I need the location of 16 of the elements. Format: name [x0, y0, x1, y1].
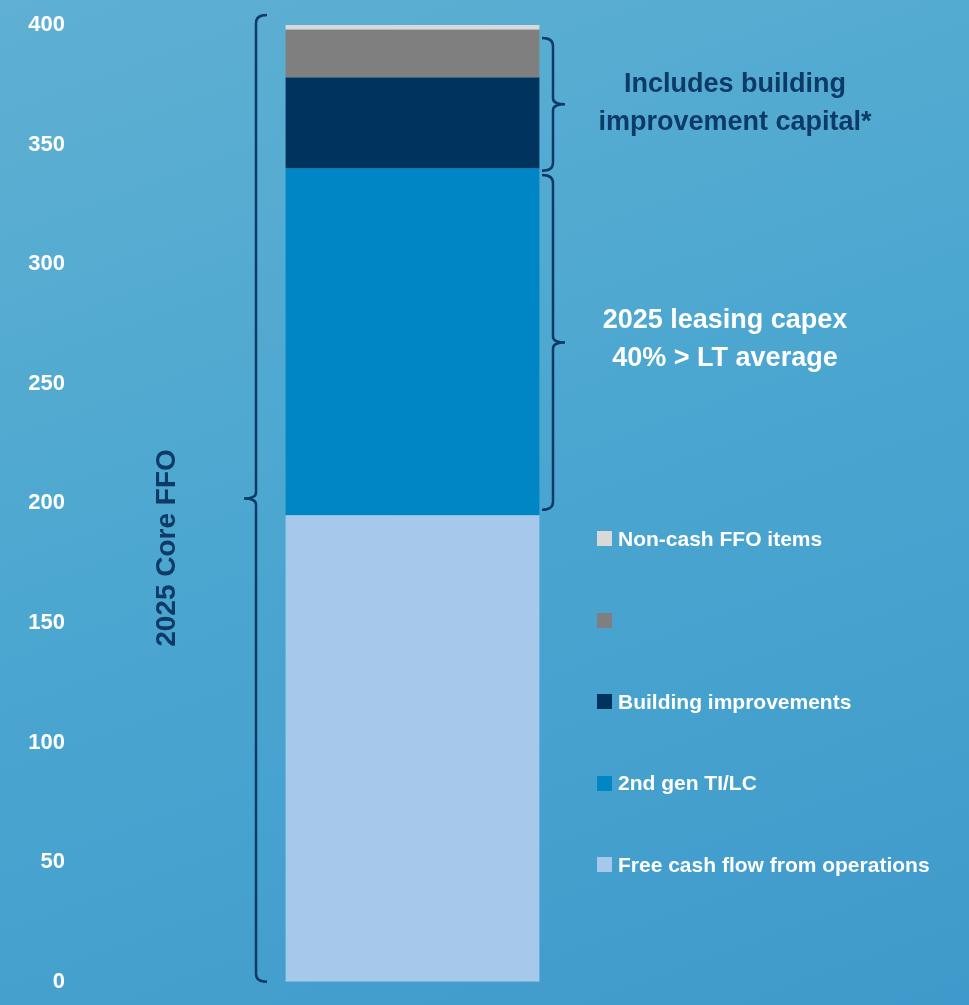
- text: 2025 leasing capex 40% > LT average: [602, 302, 848, 374]
- text: Includes building improvement capital*: [598, 67, 872, 139]
- legend-label: Free cash flow from operations: [618, 852, 930, 877]
- legend-label: Building improvements: [618, 689, 852, 714]
- y-tick-label: 150: [28, 609, 65, 635]
- y-tick-label: 100: [28, 728, 65, 754]
- y-tick-label: 350: [28, 130, 65, 156]
- y-tick-label: 250: [28, 369, 65, 395]
- legend-label: Non-cash FFO items: [618, 526, 823, 551]
- y-axis-title: 2025 Core FFO: [149, 449, 182, 648]
- y-tick-label: 400: [28, 11, 65, 37]
- y-tick-label: 300: [28, 250, 65, 276]
- y-tick-label: 200: [28, 489, 65, 515]
- y-tick-label: 0: [52, 967, 65, 993]
- legend-label: 2nd gen TI/LC: [618, 771, 757, 795]
- y-tick-label: 50: [40, 848, 65, 874]
